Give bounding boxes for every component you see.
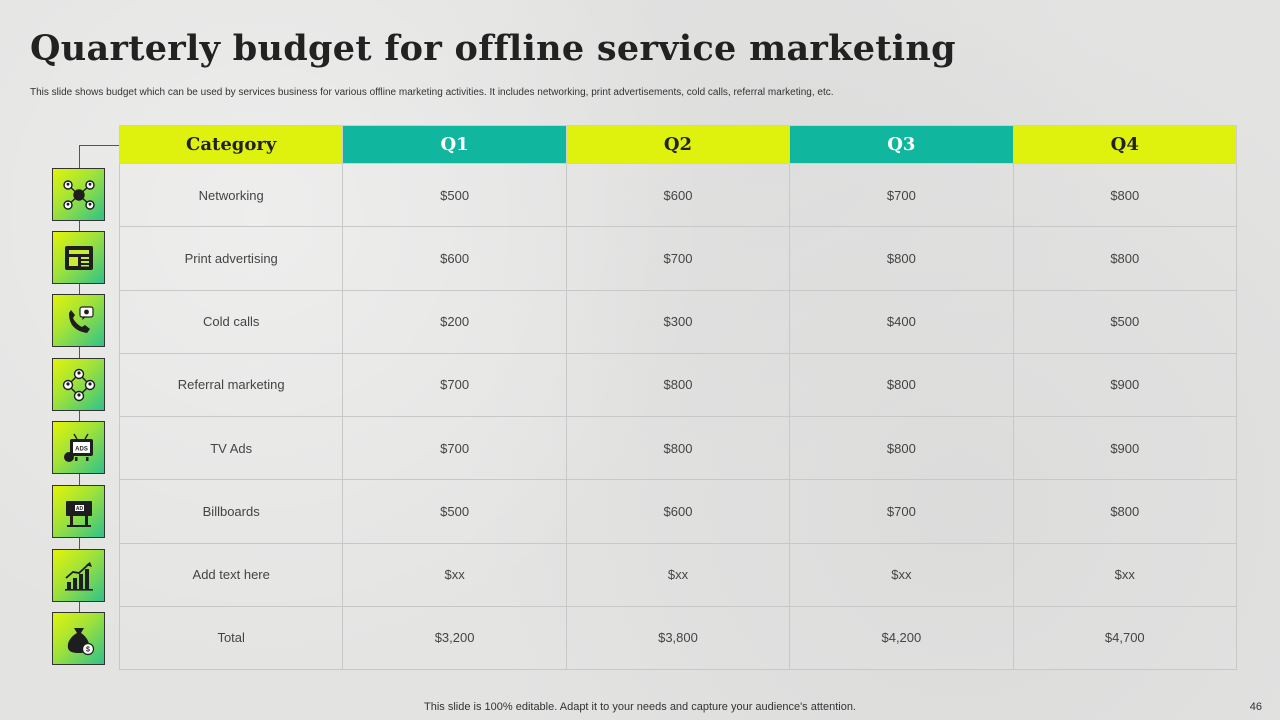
cell-q2: $3,800 [565,605,791,671]
table-row: Referral marketing $700 $800 $800 $900 [118,352,1238,418]
table-row-total: Total $3,200 $3,800 $4,200 $4,700 [118,605,1238,671]
cell-q1: $500 [342,479,567,544]
cell-q1: $500 [342,162,567,228]
cell-category: Total [118,605,344,671]
cell-q4: $4,700 [1012,605,1238,671]
phone-call-icon [52,294,105,347]
header-q4: Q4 [1012,125,1238,164]
growth-chart-icon [52,549,105,602]
header-q2: Q2 [565,125,791,164]
cell-q4: $800 [1012,162,1238,228]
cell-q1: $600 [342,226,567,291]
icon-connector-branch [79,145,120,146]
cell-category: Networking [118,162,344,228]
newspaper-icon [52,231,105,284]
cell-q2: $800 [565,352,791,418]
cell-q4: $xx [1012,542,1238,607]
cell-q4: $900 [1012,352,1238,418]
table-row: TV Ads $700 $800 $800 $900 [118,415,1238,481]
table-row: Networking $500 $600 $700 $800 [118,162,1238,228]
cell-category: Billboards [118,479,344,544]
table-header-row: Category Q1 Q2 Q3 Q4 [118,125,1238,164]
cell-category: Add text here [118,542,344,607]
cell-category: Cold calls [118,289,344,354]
cell-q1: $xx [342,542,567,607]
cell-category: TV Ads [118,415,344,481]
cell-q1: $700 [342,415,567,481]
cell-q3: $xx [789,542,1014,607]
cell-q1: $3,200 [342,605,567,671]
billboard-icon: AD [52,485,105,538]
table-row: Billboards $500 $600 $700 $800 [118,479,1238,544]
table-row: Cold calls $200 $300 $400 $500 [118,289,1238,354]
network-people-icon [52,168,105,221]
cell-q4: $500 [1012,289,1238,354]
cell-q3: $700 [789,479,1014,544]
cell-q2: $600 [565,479,791,544]
svg-text:ADS: ADS [75,446,88,452]
header-q3: Q3 [789,125,1014,164]
cell-category: Referral marketing [118,352,344,418]
table-row: Add text here $xx $xx $xx $xx [118,542,1238,607]
svg-text:$: $ [86,646,90,653]
cell-q2: $xx [565,542,791,607]
cell-category: Print advertising [118,226,344,291]
cell-q2: $300 [565,289,791,354]
budget-table: Category Q1 Q2 Q3 Q4 Networking $500 $60… [118,125,1238,671]
slide-subtitle: This slide shows budget which can be use… [30,87,834,98]
money-bag-icon: $ [52,612,105,665]
cell-q3: $4,200 [789,605,1014,671]
cell-q3: $800 [789,352,1014,418]
cell-q2: $700 [565,226,791,291]
header-q1: Q1 [342,125,567,164]
referral-network-icon [52,358,105,411]
cell-q4: $800 [1012,479,1238,544]
slide-footer: This slide is 100% editable. Adapt it to… [424,701,856,713]
header-category: Category [118,125,344,164]
cell-q3: $400 [789,289,1014,354]
tv-ads-icon: ADS [52,421,105,474]
cell-q1: $700 [342,352,567,418]
cell-q3: $800 [789,226,1014,291]
cell-q2: $800 [565,415,791,481]
cell-q1: $200 [342,289,567,354]
slide-title: Quarterly budget for offline service mar… [30,28,956,69]
page-number: 46 [1249,701,1262,713]
cell-q4: $900 [1012,415,1238,481]
cell-q2: $600 [565,162,791,228]
cell-q3: $800 [789,415,1014,481]
cell-q4: $800 [1012,226,1238,291]
svg-text:AD: AD [75,506,83,512]
table-row: Print advertising $600 $700 $800 $800 [118,226,1238,291]
cell-q3: $700 [789,162,1014,228]
